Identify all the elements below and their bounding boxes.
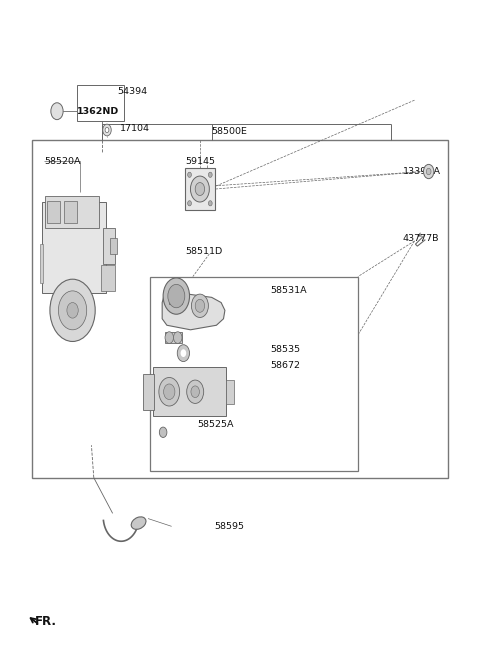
Text: 1339GA: 1339GA: [403, 167, 441, 176]
Bar: [185, 168, 215, 210]
Bar: [64, 200, 77, 223]
Circle shape: [50, 279, 95, 342]
Text: 58520A: 58520A: [44, 156, 81, 166]
Circle shape: [180, 350, 186, 357]
Text: 58511D: 58511D: [186, 248, 223, 256]
Bar: [39, 244, 43, 283]
Bar: [42, 202, 106, 293]
Bar: [45, 196, 99, 228]
Bar: [103, 228, 115, 263]
Bar: [110, 238, 118, 254]
Ellipse shape: [131, 517, 146, 530]
Bar: [150, 277, 358, 471]
Text: 58672: 58672: [271, 361, 300, 370]
Text: 58500E: 58500E: [212, 127, 248, 137]
Circle shape: [164, 384, 175, 399]
Text: 17104: 17104: [120, 124, 150, 133]
Polygon shape: [162, 293, 225, 330]
Circle shape: [173, 332, 182, 344]
Circle shape: [67, 303, 78, 318]
Bar: [169, 294, 182, 304]
Bar: [47, 200, 60, 223]
Circle shape: [192, 294, 208, 317]
Circle shape: [105, 127, 109, 133]
Circle shape: [208, 200, 212, 206]
Circle shape: [165, 332, 173, 344]
Circle shape: [159, 427, 167, 438]
Bar: [226, 380, 234, 405]
Circle shape: [187, 380, 204, 403]
Circle shape: [188, 200, 192, 206]
Text: 43777B: 43777B: [403, 235, 439, 244]
Circle shape: [191, 386, 199, 397]
Circle shape: [195, 300, 204, 312]
Circle shape: [423, 164, 434, 179]
Bar: [77, 85, 124, 121]
Bar: [101, 265, 115, 291]
Text: 58535: 58535: [271, 345, 301, 353]
Circle shape: [177, 345, 190, 361]
Text: 58531A: 58531A: [271, 286, 307, 296]
Circle shape: [51, 102, 63, 120]
Circle shape: [188, 172, 192, 177]
Circle shape: [159, 378, 180, 406]
Circle shape: [163, 278, 190, 314]
Circle shape: [103, 124, 111, 136]
Bar: [153, 367, 226, 416]
Bar: [165, 332, 182, 343]
Text: 1362ND: 1362ND: [77, 106, 120, 116]
Text: 58525A: 58525A: [198, 420, 234, 429]
Bar: [33, 141, 447, 478]
Circle shape: [191, 176, 209, 202]
Bar: [144, 374, 154, 409]
Circle shape: [195, 183, 204, 196]
Text: 58595: 58595: [214, 522, 244, 531]
Text: 54394: 54394: [118, 87, 147, 96]
Circle shape: [168, 284, 185, 307]
Text: 59145: 59145: [186, 156, 216, 166]
Circle shape: [59, 291, 87, 330]
Circle shape: [426, 168, 431, 175]
Text: FR.: FR.: [35, 615, 57, 628]
Circle shape: [208, 172, 212, 177]
